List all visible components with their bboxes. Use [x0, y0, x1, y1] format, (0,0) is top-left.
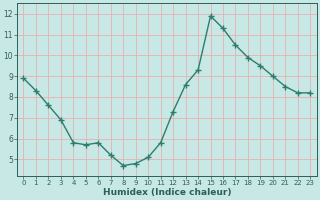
X-axis label: Humidex (Indice chaleur): Humidex (Indice chaleur) — [103, 188, 231, 197]
